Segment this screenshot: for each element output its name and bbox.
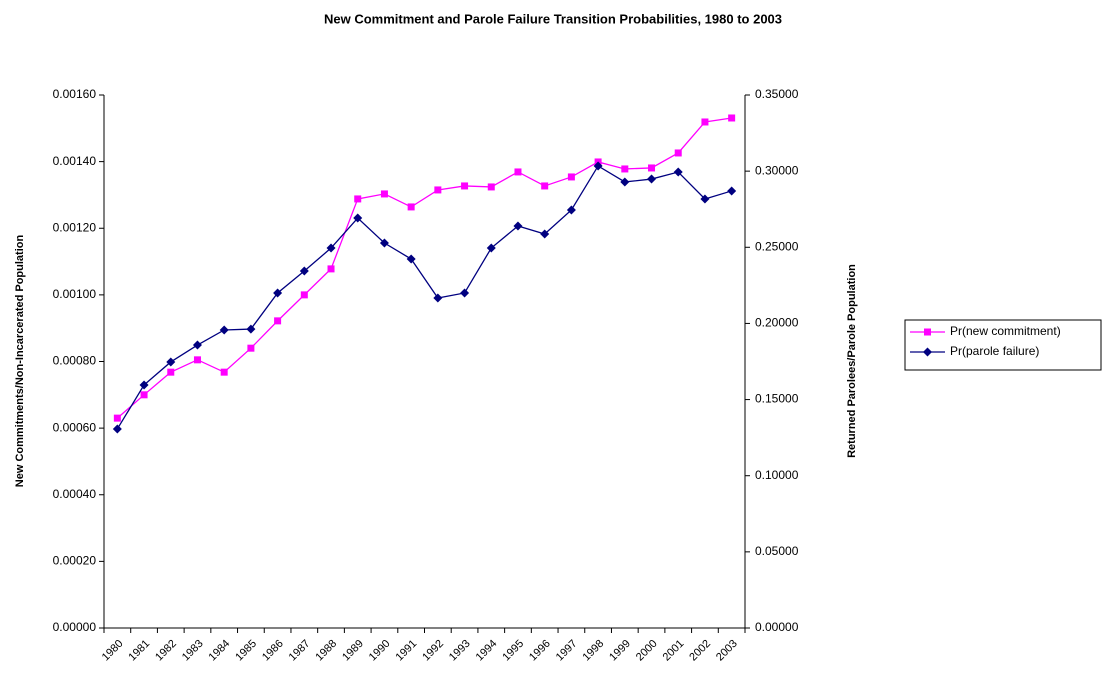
marker [648, 164, 656, 172]
x-tick-label: 1988 [313, 638, 339, 664]
marker [247, 344, 255, 352]
y-tick-label: 0.00080 [53, 354, 97, 368]
x-tick-label: 1982 [153, 638, 179, 664]
marker [246, 324, 256, 334]
marker [219, 325, 229, 335]
y-tick-label: 0.00000 [53, 620, 97, 634]
marker [541, 182, 549, 190]
marker [700, 194, 710, 204]
x-tick-label: 1998 [580, 638, 606, 664]
marker [326, 243, 336, 253]
y2-axis-title: Returned Parolees/Parole Population [846, 264, 858, 458]
x-tick-label: 1991 [394, 638, 420, 664]
y-tick-label: 0.00140 [53, 154, 97, 168]
marker [167, 368, 175, 376]
marker [674, 149, 682, 157]
legend-label: Pr(new commitment) [950, 324, 1061, 338]
x-tick-label: 1996 [527, 638, 553, 664]
marker [300, 291, 308, 299]
marker [486, 243, 496, 253]
marker [379, 238, 389, 248]
y-axis-title: New Commitments/Non-Incarcerated Populat… [14, 235, 26, 488]
x-tick-label: 1980 [100, 638, 126, 664]
x-tick-label: 1999 [607, 638, 633, 664]
y-tick-label: 0.00120 [53, 220, 97, 234]
marker [112, 424, 122, 434]
y2-tick-label: 0.00000 [755, 620, 799, 634]
marker [353, 213, 363, 223]
marker [299, 266, 309, 276]
marker [621, 165, 629, 173]
y-tick-label: 0.00100 [53, 287, 97, 301]
x-tick-label: 1987 [287, 638, 313, 664]
y2-tick-label: 0.20000 [755, 316, 799, 330]
x-tick-label: 1995 [500, 638, 526, 664]
x-tick-label: 1992 [420, 638, 446, 664]
marker [407, 203, 415, 211]
y2-tick-label: 0.30000 [755, 163, 799, 177]
x-tick-label: 2002 [687, 638, 713, 664]
marker [139, 380, 149, 390]
marker [273, 288, 283, 298]
x-tick-label: 2001 [661, 638, 687, 664]
chart-title: New Commitment and Parole Failure Transi… [324, 11, 782, 26]
marker [460, 288, 470, 298]
x-tick-label: 1993 [447, 638, 473, 664]
y2-tick-label: 0.05000 [755, 544, 799, 558]
y2-tick-label: 0.15000 [755, 392, 799, 406]
marker [567, 173, 575, 181]
y2-tick-label: 0.10000 [755, 468, 799, 482]
marker [327, 265, 335, 273]
marker [433, 293, 443, 303]
marker [220, 368, 228, 376]
marker [923, 347, 932, 357]
legend-label: Pr(parole failure) [950, 344, 1039, 358]
marker [434, 186, 442, 194]
x-tick-label: 1994 [474, 638, 500, 664]
x-tick-label: 1997 [554, 638, 580, 664]
marker [487, 183, 495, 191]
marker [540, 229, 550, 239]
marker [514, 168, 522, 176]
marker [513, 221, 523, 231]
x-tick-label: 2000 [634, 638, 660, 664]
marker [673, 167, 683, 177]
marker [701, 118, 709, 126]
marker [166, 357, 176, 367]
y2-tick-label: 0.25000 [755, 239, 799, 253]
marker [380, 190, 388, 198]
marker [140, 391, 148, 399]
y-tick-label: 0.00060 [53, 420, 97, 434]
marker [647, 174, 657, 184]
x-tick-label: 1986 [260, 638, 286, 664]
marker [593, 161, 603, 171]
series-line [116, 165, 732, 430]
marker [354, 195, 362, 203]
marker [620, 177, 630, 187]
x-tick-label: 1989 [340, 638, 366, 664]
y2-tick-label: 0.35000 [755, 87, 799, 101]
legend-box [904, 319, 1102, 371]
y-tick-label: 0.00040 [53, 487, 97, 501]
marker [192, 340, 202, 350]
x-tick-label: 1983 [180, 638, 206, 664]
x-tick-label: 2003 [714, 638, 740, 664]
x-tick-label: 1984 [207, 638, 233, 664]
marker [193, 356, 201, 364]
x-tick-label: 1985 [233, 638, 259, 664]
x-tick-label: 1990 [367, 638, 393, 664]
marker [461, 182, 469, 190]
marker [727, 186, 737, 196]
y-tick-label: 0.00160 [53, 87, 97, 101]
marker [566, 205, 576, 215]
marker [274, 317, 282, 325]
marker [406, 254, 416, 264]
series-line [116, 117, 732, 419]
marker [728, 114, 736, 122]
x-tick-label: 1981 [126, 638, 152, 664]
marker [924, 328, 931, 336]
marker [113, 414, 121, 422]
y-tick-label: 0.00020 [53, 554, 97, 568]
